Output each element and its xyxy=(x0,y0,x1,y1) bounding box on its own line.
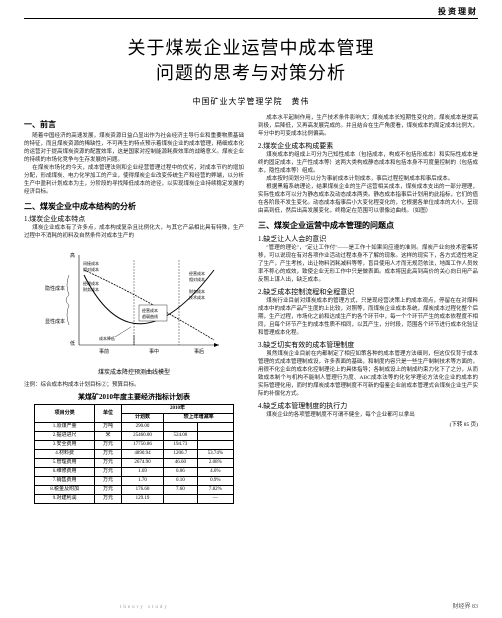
right-column: 成本水平起制作用，生产技术条件影响大；煤炭成本长短期性变化的，煤炭成本是提高到极… xyxy=(258,115,478,504)
table-row: 6.维修费用万元1.690.064.6% xyxy=(35,468,234,477)
indicator-table: 项目分类 单位 2010年 计划数 较上年增减率 1.原煤产量万吨290.00 … xyxy=(34,404,234,504)
chart-caption: 煤炭成本降控预测曲线模型 xyxy=(24,369,244,378)
svg-text:财务成本: 财务成本 xyxy=(189,288,205,294)
chart-note: 注例：综合成本构成本计划目标②；预算目标。 xyxy=(24,382,244,390)
footer-right: 财经界 83 xyxy=(452,601,478,610)
table-title: 某煤矿2010年度主要经济指标计划表 xyxy=(34,392,234,402)
subsection-heading: 2.缺乏成本控制流程和全程意识 xyxy=(258,287,478,297)
table-row: 4.材料费万元4890.941206.753.74% xyxy=(35,450,234,459)
title-block: 关于煤炭企业运营中成本管理 问题的思考与对策分析 中国矿业大学管理学院 黄伟 xyxy=(24,36,478,107)
col-header: 单位 xyxy=(95,405,122,423)
paragraph: 煤炭企业的各项管理制度不可谓不健全，每个企业都可以拿出 xyxy=(258,412,478,420)
table-row: 5.管理费用万元2674.9046.602.08% xyxy=(35,459,234,468)
table-row: 8.税金及附加万元176.607.607.82% xyxy=(35,486,234,495)
svg-text:事中: 事中 xyxy=(149,348,159,355)
paragraph: 成本水平起制作用，生产技术条件影响大；煤炭成本长短期性变化的，煤炭成本是提高到极… xyxy=(258,115,478,139)
svg-text:经营成本: 经营成本 xyxy=(189,270,205,276)
section-label: 投资理财 xyxy=(438,6,478,17)
svg-text:事后: 事后 xyxy=(194,348,204,355)
svg-text:相对成本: 相对成本 xyxy=(83,266,99,272)
cost-curve-chart: 高 低 隐性成本 显性成本 间接成本 相对成本 经理成本 财务成本 经营成本 相… xyxy=(39,245,229,365)
chart-label: 显性成本 xyxy=(45,318,65,325)
chart-label: 隐性成本 xyxy=(45,285,65,292)
paragraph: 虽然煤炭企业目前在内都制定了相应如策各种的成本管理方法细则，但这仅仅背于成本管理… xyxy=(258,351,478,399)
paragraph: 煤炭企业成本有了许多点，成本构成复杂且比例化大，与其它产品相比具有特殊，生产过程… xyxy=(24,225,244,241)
table-row: 9.对建利润万元129.19— xyxy=(35,495,234,504)
paragraph: 根据黑箱系统理论，结果煤炭企业的生产运营相关成本，煤炭成本支出的一部分理理，实际… xyxy=(258,184,478,216)
subsection-heading: 1.煤炭企业成本特点 xyxy=(24,214,244,224)
table-row: 7.销售费用万元1.700.100.9% xyxy=(35,477,234,486)
section-heading: 三、煤炭企业运营中成本管理的问题点 xyxy=(258,220,478,232)
col-header: 2010年 xyxy=(121,405,233,414)
paragraph: 煤炭成本的组成上可分为已知性成本（包括成本，构成不包括形成本）和实际性成本是终的… xyxy=(258,152,478,176)
continued-note: (下转 85 页) xyxy=(258,422,478,430)
axis-label: 低 xyxy=(70,340,75,347)
table-row: 2.掘进进尺米25460.00524.00 xyxy=(35,432,234,441)
footer-left: theory study xyxy=(120,605,169,610)
svg-text:财务成本: 财务成本 xyxy=(83,286,99,292)
svg-text:趋弱曲线: 趋弱曲线 xyxy=(142,313,158,319)
svg-text:间接成本: 间接成本 xyxy=(83,260,99,266)
svg-text:事前: 事前 xyxy=(99,348,109,355)
left-column: 一、前言 随着中国经济的高速发展，煤炭资源日益凸显出作为社会经济主导行业和重要物… xyxy=(24,115,244,504)
col-header: 计划数 xyxy=(121,414,163,423)
svg-text:技术成本: 技术成本 xyxy=(189,294,205,300)
axis-label: 高 xyxy=(70,252,75,259)
subsection-heading: 2.煤炭企业成本构成要素 xyxy=(258,141,478,151)
indicator-table-wrap: 某煤矿2010年度主要经济指标计划表 项目分类 单位 2010年 计划数 较上年… xyxy=(34,392,234,504)
author-line: 中国矿业大学管理学院 黄伟 xyxy=(24,96,478,107)
table-row: 3.安全费用万元17750.86194.73 xyxy=(35,441,234,450)
svg-text:相对成本: 相对成本 xyxy=(189,276,205,282)
paragraph: "管理的理论"，"定让工作付"——是工作十如果间应遵的准则。煤炭产业向技术密集转… xyxy=(258,245,478,285)
svg-text:成本降低: 成本降低 xyxy=(99,335,115,341)
title-line-1: 关于煤炭企业运营中成本管理 xyxy=(24,36,478,61)
top-rule xyxy=(24,18,478,19)
subsection-heading: 3.缺乏切实有效的成本管理制度 xyxy=(258,340,478,350)
svg-text:经营成本: 经营成本 xyxy=(142,307,158,313)
section-heading: 二、煤炭企业中成本结构的分析 xyxy=(24,201,244,213)
subsection-heading: 1.缺乏让人人会的意识 xyxy=(258,234,478,244)
section-heading: 一、前言 xyxy=(24,119,244,131)
table-row: 1.原煤产量万吨290.00 xyxy=(35,423,234,432)
subsection-heading: 4.缺乏成本管理制度的执行力 xyxy=(258,401,478,411)
svg-text:经理成本: 经理成本 xyxy=(83,280,99,286)
title-line-2: 问题的思考与对策分析 xyxy=(24,61,478,86)
col-header: 项目分类 xyxy=(35,405,95,423)
paragraph: 在煤炭市场化的今天，成本管理法则和企业经营管理过程中的优劣，对成本节约的增加分配… xyxy=(24,165,244,197)
paragraph: 煤炭行业目前对煤炭成本的管理方式，只是现经营决策上的成本观点，停留在在对煤料成本… xyxy=(258,298,478,338)
two-column-body: 一、前言 随着中国经济的高速发展，煤炭资源日益凸显出作为社会经济主导行业和重要物… xyxy=(24,115,478,504)
col-header: 较上年增减率 xyxy=(164,414,234,423)
table-header-row: 项目分类 单位 2010年 xyxy=(35,405,234,414)
paragraph: 随着中国经济的高速发展，煤炭资源日益凸显出作为社会经济主导行业和重要物质基础的特… xyxy=(24,133,244,165)
